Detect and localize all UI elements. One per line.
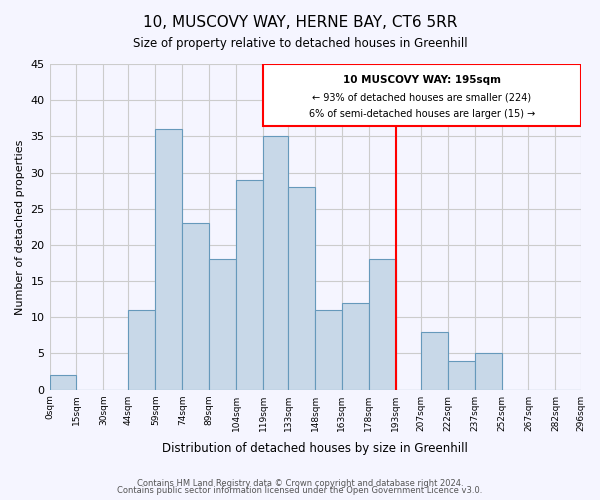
Text: Size of property relative to detached houses in Greenhill: Size of property relative to detached ho…	[133, 38, 467, 51]
Bar	[128, 310, 155, 390]
X-axis label: Distribution of detached houses by size in Greenhill: Distribution of detached houses by size …	[162, 442, 468, 455]
Text: 6% of semi-detached houses are larger (15) →: 6% of semi-detached houses are larger (1…	[308, 109, 535, 119]
Text: 10 MUSCOVY WAY: 195sqm: 10 MUSCOVY WAY: 195sqm	[343, 75, 501, 85]
Bar	[236, 180, 263, 390]
Text: Contains public sector information licensed under the Open Government Licence v3: Contains public sector information licen…	[118, 486, 482, 495]
Text: 10, MUSCOVY WAY, HERNE BAY, CT6 5RR: 10, MUSCOVY WAY, HERNE BAY, CT6 5RR	[143, 15, 457, 30]
Text: Contains HM Land Registry data © Crown copyright and database right 2024.: Contains HM Land Registry data © Crown c…	[137, 478, 463, 488]
Bar	[475, 354, 502, 390]
Bar	[315, 310, 342, 390]
Bar	[448, 360, 475, 390]
FancyBboxPatch shape	[263, 64, 581, 126]
Text: ← 93% of detached houses are smaller (224): ← 93% of detached houses are smaller (22…	[312, 93, 532, 103]
Bar	[369, 260, 396, 390]
Bar	[263, 136, 288, 390]
Bar	[421, 332, 448, 390]
Bar	[209, 260, 236, 390]
Bar	[288, 187, 315, 390]
Bar	[342, 303, 369, 390]
Bar	[155, 129, 182, 390]
Y-axis label: Number of detached properties: Number of detached properties	[15, 139, 25, 314]
Bar	[182, 223, 209, 390]
Bar	[50, 375, 76, 390]
